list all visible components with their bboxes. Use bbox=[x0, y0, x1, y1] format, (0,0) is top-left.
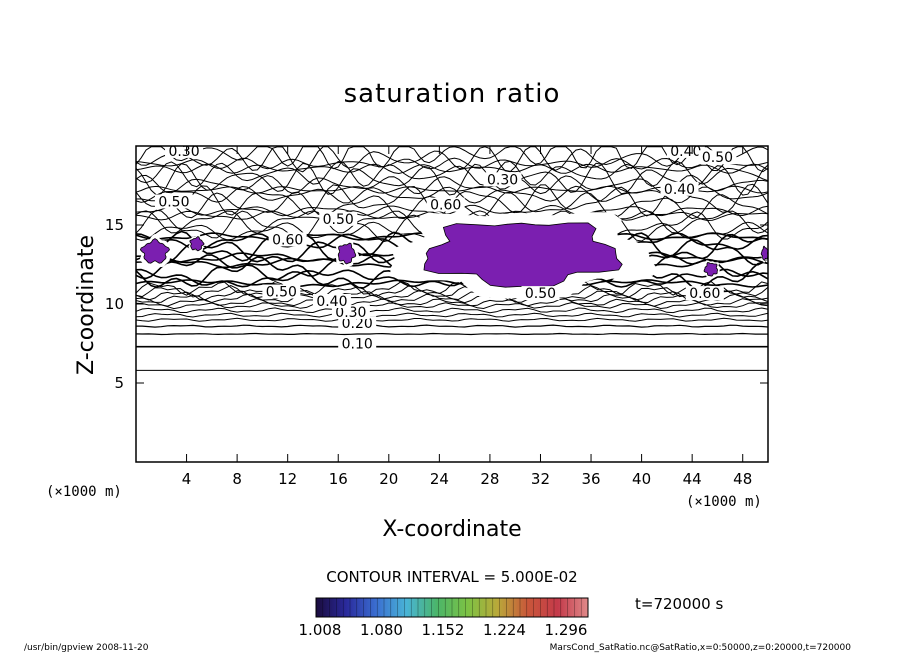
x-tick-label: 8 bbox=[232, 470, 242, 488]
x-tick-label: 24 bbox=[430, 470, 449, 488]
x-tick-label: 48 bbox=[733, 470, 752, 488]
contour-label-bg bbox=[698, 150, 737, 165]
contour-label: 0.30 bbox=[335, 305, 366, 321]
contour-line bbox=[135, 146, 769, 173]
contour-label-bg bbox=[338, 336, 377, 351]
contour-label-bg bbox=[165, 143, 204, 158]
colorbar-tick-label: 1.080 bbox=[360, 621, 403, 639]
contour-label: 0.50 bbox=[323, 212, 354, 228]
x-tick-label: 20 bbox=[379, 470, 398, 488]
contour-line bbox=[135, 163, 769, 175]
colorbar-tick-label: 1.152 bbox=[422, 621, 465, 639]
contour-label-bg bbox=[268, 232, 307, 247]
supersaturated-region bbox=[139, 238, 170, 264]
contour-label: 0.50 bbox=[266, 285, 297, 301]
contour-line bbox=[135, 307, 769, 314]
contour-label: 0.40 bbox=[316, 294, 347, 310]
contour-label: 0.30 bbox=[168, 144, 199, 160]
x-tick-label: 36 bbox=[581, 470, 600, 488]
contour-interval-label: CONTOUR INTERVAL = 5.000E-02 bbox=[326, 568, 577, 586]
x-axis-title: X-coordinate bbox=[382, 517, 521, 542]
contour-label-bg bbox=[338, 316, 377, 331]
contour-label: 0.20 bbox=[342, 316, 373, 332]
x-tick-label: 28 bbox=[480, 470, 499, 488]
contour-label-bg bbox=[521, 286, 560, 301]
x-tick-label: 12 bbox=[278, 470, 297, 488]
contour-label-bg bbox=[660, 181, 699, 196]
contour-line bbox=[135, 146, 769, 170]
y-tick-label: 15 bbox=[105, 216, 124, 234]
contour-label-bg bbox=[666, 143, 705, 158]
y-tick-label: 10 bbox=[105, 295, 124, 313]
chart-title: saturation ratio bbox=[344, 79, 561, 109]
contour-line bbox=[135, 157, 769, 170]
supersaturated-region bbox=[337, 242, 357, 265]
x-tick-label: 16 bbox=[329, 470, 348, 488]
contour-label-bg bbox=[319, 211, 358, 226]
supersaturated-region bbox=[189, 236, 205, 252]
contour-line bbox=[135, 268, 769, 288]
contour-line bbox=[135, 280, 769, 296]
contour-label: 0.30 bbox=[487, 172, 518, 188]
contour-label-bg bbox=[426, 197, 465, 212]
plot-area: 0.100.200.300.400.50 0.500.600.500.500.30… bbox=[135, 143, 770, 371]
contour-label: 0.60 bbox=[272, 232, 303, 248]
contour-label: 0.10 bbox=[342, 337, 373, 353]
contour-line bbox=[135, 298, 769, 307]
colorbar-tick-label: 1.224 bbox=[483, 621, 526, 639]
contour-line bbox=[135, 312, 769, 318]
contour-label-bg bbox=[262, 284, 301, 299]
y-axis: 5 10 15 bbox=[105, 216, 768, 392]
x-tick-label: 40 bbox=[632, 470, 651, 488]
supersaturated-region bbox=[423, 222, 623, 288]
contour-label-bg bbox=[483, 172, 522, 187]
contour-label: 0.40 bbox=[664, 182, 695, 198]
contour-label: 0.50 bbox=[525, 286, 556, 302]
contour-line bbox=[135, 162, 769, 196]
time-label: t=720000 s bbox=[635, 595, 723, 613]
contour-label: 0.60 bbox=[689, 286, 720, 302]
contour-line bbox=[135, 160, 769, 188]
contour-label-bg bbox=[685, 286, 724, 301]
x-tick-label: 32 bbox=[531, 470, 550, 488]
y-tick-label: 5 bbox=[114, 374, 124, 392]
x-tick-label: 44 bbox=[683, 470, 702, 488]
x-unit-label: (×1000 m) bbox=[686, 494, 762, 510]
contour-line bbox=[135, 289, 769, 301]
contour-line bbox=[135, 301, 769, 310]
supersaturated-region bbox=[703, 262, 718, 277]
contour-label: 0.50 bbox=[158, 194, 189, 210]
y-unit-label: (×1000 m) bbox=[46, 484, 122, 500]
y-axis-title: Z-coordinate bbox=[74, 235, 99, 375]
contour-label: 0.40 bbox=[670, 144, 701, 160]
colorbar-tick-label: 1.296 bbox=[545, 621, 588, 639]
x-tick-label: 4 bbox=[182, 470, 192, 488]
footer-left: /usr/bin/gpview 2008-11-20 bbox=[24, 643, 149, 653]
supersaturated-region bbox=[760, 245, 769, 261]
contour-label: 0.50 bbox=[702, 150, 733, 166]
colorbar-tick-label: 1.008 bbox=[299, 621, 342, 639]
contour-label-bg bbox=[312, 294, 351, 308]
contour-label-bg bbox=[331, 305, 370, 320]
footer-right: MarsCond_SatRatio.nc@SatRatio,x=0:50000,… bbox=[550, 643, 852, 653]
contour-line bbox=[136, 324, 769, 328]
contour-line bbox=[135, 332, 768, 336]
colorbar: 1.008 1.080 1.152 1.224 1.296 bbox=[299, 597, 589, 639]
contour-line bbox=[135, 317, 769, 322]
contour-line bbox=[135, 279, 769, 288]
contour-label: 0.60 bbox=[430, 198, 461, 214]
x-axis: 4 8 12 16 20 24 28 32 36 40 44 48 bbox=[182, 146, 752, 488]
contour-label-bg bbox=[154, 194, 193, 209]
